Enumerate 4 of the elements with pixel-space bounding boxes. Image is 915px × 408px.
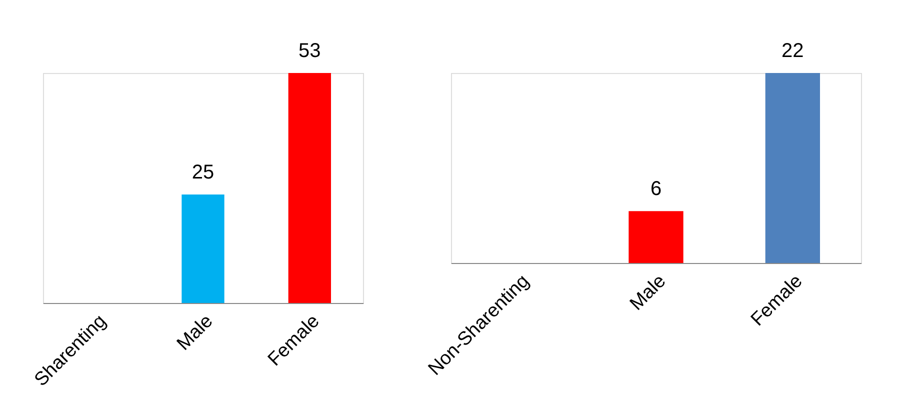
data-label: 25 [192, 162, 214, 184]
data-label: 22 [782, 40, 804, 62]
data-label: 6 [650, 178, 662, 200]
data-label: 53 [298, 40, 321, 62]
